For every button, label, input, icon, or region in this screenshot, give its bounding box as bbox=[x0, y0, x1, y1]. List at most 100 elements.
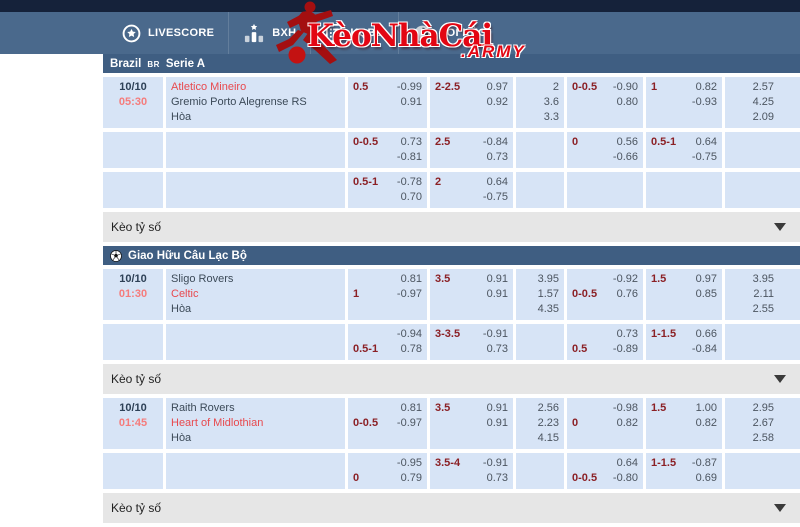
handicap-value: 3.5 bbox=[435, 273, 451, 285]
nav-item-livescore[interactable]: LIVESCORE bbox=[108, 12, 228, 54]
over-under-h1-cell[interactable]: 1.5 0.97 0.85 bbox=[643, 269, 722, 320]
odds-value: 0.73 bbox=[486, 472, 508, 484]
over-under-h1-cell[interactable]: 1.5 1.00 0.82 bbox=[643, 398, 722, 449]
team-name[interactable]: Gremio Porto Alegrense RS bbox=[171, 96, 307, 108]
over-under-ft-cell[interactable]: 3.5 0.91 0.91 bbox=[427, 398, 513, 449]
hdp-h1-cell[interactable]: 0.73 0.5 -0.89 bbox=[564, 324, 643, 360]
team-name[interactable]: Celtic bbox=[171, 288, 199, 300]
odds-value: 0.73 bbox=[486, 151, 508, 163]
score-odds-label: Kèo tỷ số bbox=[111, 220, 162, 234]
teams-cell: Atletico Mineiro Gremio Porto Alegrense R… bbox=[163, 77, 345, 128]
over-under-ft-cell[interactable]: 3.5-4 -0.91 0.73 bbox=[427, 453, 513, 489]
odds-line: 0.64 bbox=[567, 456, 643, 471]
hdp-ft-cell[interactable]: 0-0.5 0.73 -0.81 bbox=[345, 132, 427, 168]
team-name[interactable]: Sligo Rovers bbox=[171, 273, 234, 285]
odds-value: 1.57 bbox=[537, 288, 559, 300]
odds-line: 0.70 bbox=[348, 190, 427, 205]
1x2-decimal-cell[interactable]: 3.95 2.11 2.55 bbox=[722, 269, 779, 320]
hdp-h1-cell[interactable]: -0.92 0-0.5 0.76 bbox=[564, 269, 643, 320]
teams-cell bbox=[163, 453, 345, 489]
odds-value: -0.91 bbox=[482, 328, 508, 340]
score-odds-toggle[interactable]: Kèo tỷ số bbox=[103, 212, 800, 242]
odds-line: -0.81 bbox=[348, 150, 427, 165]
handicap-value: 1-1.5 bbox=[651, 328, 677, 340]
over-under-ft-cell[interactable]: 2.5 -0.84 0.73 bbox=[427, 132, 513, 168]
odds-value: 3.95 bbox=[537, 273, 559, 285]
1x2-ft-cell bbox=[513, 324, 564, 360]
match-odds-row: -0.94 0.5-1 0.78 3-3.5 -0.91 0.73 0.73 0.5 -0.89… bbox=[103, 324, 800, 360]
odds-value: -0.80 bbox=[612, 472, 638, 484]
teams-cell bbox=[163, 324, 345, 360]
match-time: 01:45 bbox=[118, 417, 148, 429]
1x2-ft-cell[interactable]: 2.56 2.23 4.15 bbox=[513, 398, 564, 449]
date-time-cell bbox=[103, 132, 163, 168]
league-header[interactable]: Brazil BR Serie A bbox=[103, 54, 800, 73]
odds-line: 3-3.5 -0.91 bbox=[430, 327, 513, 342]
match-date: 10/10 bbox=[119, 81, 147, 93]
over-under-ft-cell[interactable]: 3-3.5 -0.91 0.73 bbox=[427, 324, 513, 360]
chevron-down-icon[interactable] bbox=[774, 223, 786, 231]
1x2-decimal-cell[interactable]: 2.95 2.67 2.58 bbox=[722, 398, 779, 449]
over-under-h1-cell[interactable]: 1-1.5 -0.87 0.69 bbox=[643, 453, 722, 489]
hdp-ft-cell[interactable]: 0.5-1 -0.78 0.70 bbox=[345, 172, 427, 208]
chevron-down-icon[interactable] bbox=[774, 504, 786, 512]
top-strip bbox=[0, 0, 800, 12]
ranking-podium-icon bbox=[243, 23, 265, 43]
nav-item-soikeo[interactable]: SOI KÈO bbox=[398, 12, 501, 54]
over-under-ft-cell[interactable]: 2 0.64 -0.75 bbox=[427, 172, 513, 208]
hdp-ft-cell[interactable]: 0.81 0-0.5 -0.97 bbox=[345, 398, 427, 449]
score-odds-toggle[interactable]: Kèo tỷ số bbox=[103, 364, 800, 394]
odds-line: -0.75 bbox=[430, 190, 513, 205]
odds-value: 0.79 bbox=[400, 472, 422, 484]
nav-item-bxh[interactable]: BXH bbox=[228, 12, 310, 54]
match-row: 10/10 01:30 Sligo Rovers Celtic Hòa 0.81 1 -0.9… bbox=[103, 269, 800, 320]
hdp-ft-cell[interactable]: -0.95 0 0.79 bbox=[345, 453, 427, 489]
handicap-value: 3.5 bbox=[435, 402, 451, 414]
hdp-ft-cell[interactable]: -0.94 0.5-1 0.78 bbox=[345, 324, 427, 360]
team-name[interactable]: Raith Rovers bbox=[171, 402, 235, 414]
team-name[interactable]: Heart of Midlothian bbox=[171, 417, 264, 429]
odds-line: 0.73 bbox=[567, 327, 643, 342]
handicap-value: 0-0.5 bbox=[572, 288, 598, 300]
league-header[interactable]: Giao Hữu Câu Lạc Bộ bbox=[103, 246, 800, 265]
odds-value: 0.64 bbox=[616, 457, 638, 469]
over-under-ft-cell[interactable]: 3.5 0.91 0.91 bbox=[427, 269, 513, 320]
hdp-h1-cell[interactable]: 0-0.5 -0.90 0.80 bbox=[564, 77, 643, 128]
odds-line: 0.81 bbox=[348, 272, 427, 287]
over-under-ft-cell[interactable]: 2-2.5 0.97 0.92 bbox=[427, 77, 513, 128]
odds-line: 0.82 bbox=[646, 416, 722, 431]
chevron-down-icon[interactable] bbox=[774, 375, 786, 383]
odds-content: Brazil BR Serie A 10/10 05:30 Atletico Mineir… bbox=[103, 54, 800, 527]
1x2-decimal-cell bbox=[722, 132, 779, 168]
odds-line: 2-2.5 0.97 bbox=[430, 80, 513, 95]
1x2-ft-cell bbox=[513, 172, 564, 208]
1x2-decimal-cell[interactable]: 2.57 4.25 2.09 bbox=[722, 77, 779, 128]
odds-value: -0.75 bbox=[691, 151, 717, 163]
match-row: 10/10 05:30 Atletico Mineiro Gremio Porto A… bbox=[103, 77, 800, 128]
score-odds-toggle[interactable]: Kèo tỷ số bbox=[103, 493, 800, 523]
odds-value: 0.91 bbox=[486, 273, 508, 285]
hdp-h1-cell[interactable]: -0.98 0 0.82 bbox=[564, 398, 643, 449]
hdp-h1-cell[interactable]: 0.64 0-0.5 -0.80 bbox=[564, 453, 643, 489]
over-under-h1-cell[interactable]: 0.5-1 0.64 -0.75 bbox=[643, 132, 722, 168]
hdp-ft-cell[interactable]: 0.81 1 -0.97 bbox=[345, 269, 427, 320]
match-odds-row: 0-0.5 0.73 -0.81 2.5 -0.84 0.73 0 0.56 -0.66 0.5-… bbox=[103, 132, 800, 168]
1x2-ft-cell[interactable]: 2 3.6 3.3 bbox=[513, 77, 564, 128]
nav-item-kqbd[interactable]: KQBD bbox=[310, 12, 398, 54]
odds-line: -0.92 bbox=[567, 272, 643, 287]
handicap-value: 0.5 bbox=[353, 81, 369, 93]
teams-cell: Sligo Rovers Celtic Hòa bbox=[163, 269, 345, 320]
over-under-h1-cell[interactable]: 1 0.82 -0.93 bbox=[643, 77, 722, 128]
1x2-ft-cell[interactable]: 3.95 1.57 4.35 bbox=[513, 269, 564, 320]
odds-line: 0.81 bbox=[348, 401, 427, 416]
odds-value: -0.98 bbox=[612, 402, 638, 414]
odds-value: 0.66 bbox=[695, 328, 717, 340]
hdp-h1-cell[interactable]: 0 0.56 -0.66 bbox=[564, 132, 643, 168]
odds-value: 0.56 bbox=[616, 136, 638, 148]
score-odds-label: Kèo tỷ số bbox=[111, 501, 162, 515]
over-under-h1-cell bbox=[643, 172, 722, 208]
team-name[interactable]: Atletico Mineiro bbox=[171, 81, 247, 93]
handicap-value: 2.5 bbox=[435, 136, 451, 148]
over-under-h1-cell[interactable]: 1-1.5 0.66 -0.84 bbox=[643, 324, 722, 360]
hdp-ft-cell[interactable]: 0.5 -0.99 0.91 bbox=[345, 77, 427, 128]
